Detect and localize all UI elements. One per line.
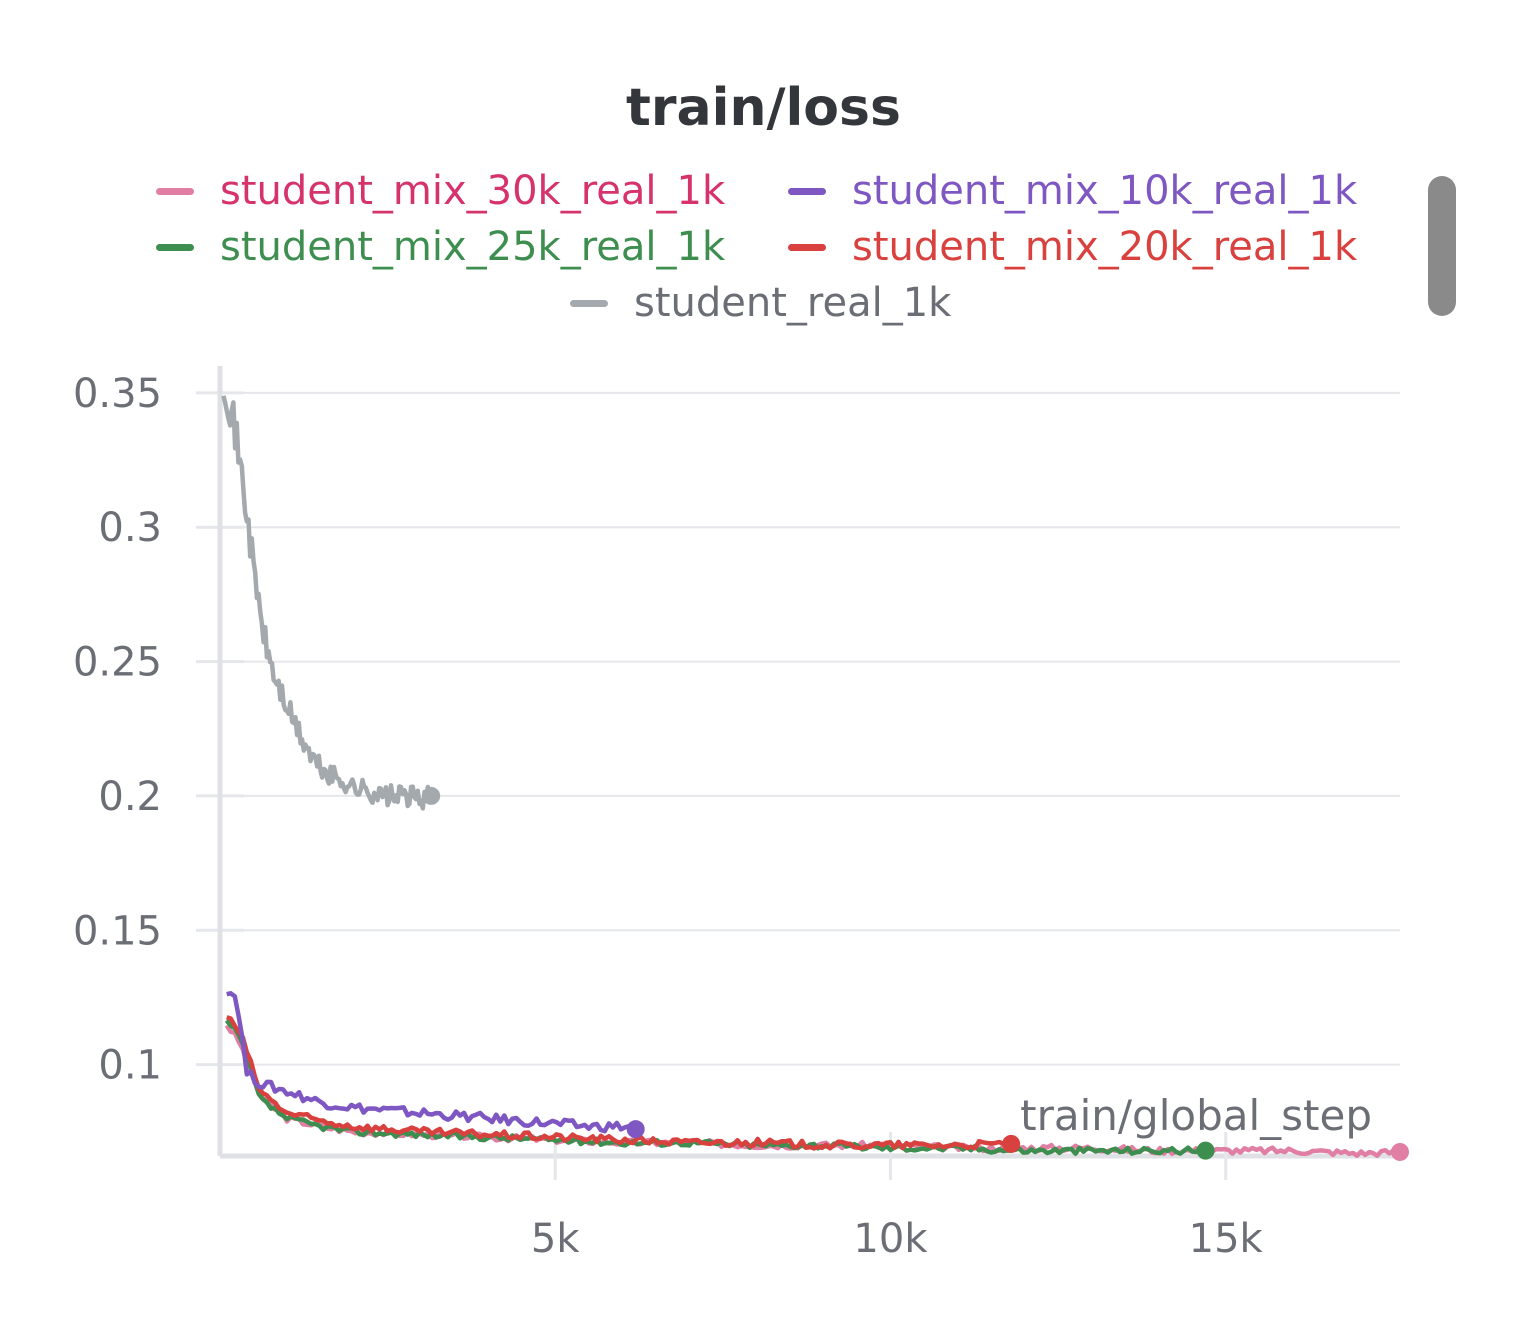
legend-swatch-mix-10k: [788, 187, 826, 195]
legend-label-mix-10k: student_mix_10k_real_1k: [852, 168, 1358, 214]
series-line-student_real_1k: [221, 395, 434, 811]
x-tick-label: 5k: [531, 1216, 580, 1262]
y-tick-label: 0.25: [73, 640, 162, 686]
y-tick-label: 0.15: [73, 908, 162, 954]
y-tick-label: 0.3: [98, 505, 162, 551]
gridlines: [220, 391, 1400, 1066]
legend-label-mix-20k: student_mix_20k_real_1k: [852, 224, 1358, 270]
series-lines: [221, 395, 1409, 1161]
legend-swatch-real-1k: [570, 299, 608, 307]
series-endpoint-student_mix_10k_real_1k: [626, 1120, 645, 1139]
legend-swatch-mix-20k: [788, 243, 826, 251]
series-line-student_mix_10k_real_1k: [226, 991, 637, 1134]
legend-label-mix-30k: student_mix_30k_real_1k: [220, 168, 726, 214]
series-line-student_mix_20k_real_1k: [226, 1015, 1014, 1151]
y-tick-label: 0.2: [98, 774, 162, 820]
legend-swatch-mix-30k: [156, 187, 194, 195]
legend-item-mix-30k[interactable]: student_mix_30k_real_1k: [156, 166, 725, 216]
axes: 0.1 0.15 0.2 0.25 0.3 0.35 5k 10k 15k: [73, 366, 1400, 1262]
x-tick-label: 15k: [1189, 1216, 1264, 1262]
legend-label-mix-25k: student_mix_25k_real_1k: [220, 224, 726, 270]
legend-item-real-1k[interactable]: student_real_1k: [570, 278, 951, 328]
legend-item-mix-25k[interactable]: student_mix_25k_real_1k: [156, 222, 725, 272]
series-endpoint-student_mix_30k_real_1k: [1391, 1142, 1409, 1161]
x-tick-label: 10k: [853, 1216, 928, 1262]
legend-swatch-mix-25k: [156, 243, 194, 251]
series-endpoint-student_mix_25k_real_1k: [1196, 1141, 1215, 1160]
y-tick-label: 0.1: [98, 1043, 162, 1089]
legend-label-real-1k: student_real_1k: [634, 280, 952, 326]
y-tick-label: 0.35: [73, 371, 162, 417]
legend-item-mix-10k[interactable]: student_mix_10k_real_1k: [788, 166, 1357, 216]
series-endpoint-student_mix_20k_real_1k: [1002, 1134, 1021, 1153]
x-axis-title: train/global_step: [1020, 1091, 1372, 1140]
series-line-student_mix_25k_real_1k: [224, 1019, 1208, 1156]
legend-scrollbar[interactable]: [1428, 176, 1456, 316]
series-endpoint-student_real_1k: [422, 786, 441, 805]
legend-item-mix-20k[interactable]: student_mix_20k_real_1k: [788, 222, 1357, 272]
chart-title: train/loss: [626, 78, 901, 138]
